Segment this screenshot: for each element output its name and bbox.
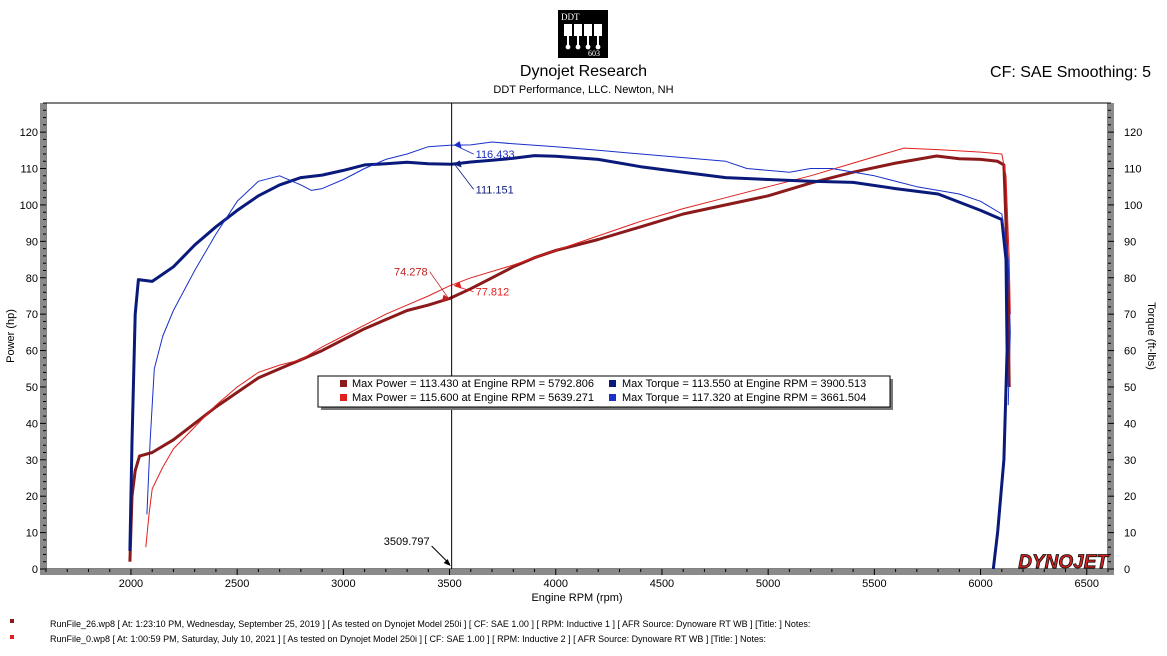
cursor-arrow-power_26 (441, 294, 450, 302)
x-tick-label: 3500 (437, 578, 461, 590)
y-tick-label-right: 100 (1124, 200, 1142, 212)
cursor-value-torque_0: 116.433 (476, 149, 515, 161)
x-tick-label: 2500 (225, 578, 249, 590)
y-tick-label-left: 60 (26, 346, 38, 358)
legend-marker-torque-0 (609, 380, 616, 387)
footer-run-0-marker (10, 635, 14, 639)
series-line-power_0 (145, 147, 1011, 548)
y-tick-label-right: 120 (1124, 127, 1142, 139)
y-tick-label-right: 20 (1124, 491, 1136, 503)
y-tick-label-left: 110 (20, 164, 38, 176)
cursor-rpm-arrow (443, 559, 451, 566)
cursor-arrow-power_0 (453, 281, 462, 289)
y-tick-label-right: 60 (1124, 346, 1136, 358)
cursor-arrow-torque_26 (453, 160, 462, 168)
y-axis-label-right: Torque (ft-lbs) (1145, 302, 1157, 370)
x-tick-label: 4500 (650, 578, 674, 590)
x-tick-label: 4000 (544, 578, 568, 590)
y-axis-bar-right (1108, 103, 1114, 575)
y-tick-label-right: 110 (1124, 164, 1142, 176)
cursor-leader-torque_26 (454, 164, 474, 190)
x-tick-label: 6000 (968, 578, 992, 590)
y-tick-label-left: 80 (26, 273, 38, 285)
legend-torque-0: Max Torque = 113.550 at Engine RPM = 390… (622, 378, 866, 390)
cursor-value-torque_26: 111.151 (476, 184, 514, 196)
dyno-chart: 2000 2500 3000 3500 4000 4500 5000 5500 6000 6500… (5, 102, 1157, 604)
footer-run-26: RunFile_26.wp8 [ At: 1:23:10 PM, Wednesd… (50, 619, 811, 629)
logo-text-bottom: 603 (588, 49, 600, 58)
y-tick-label-right: 10 (1124, 528, 1136, 540)
chart-subtitle: DDT Performance, LLC. Newton, NH (493, 84, 674, 96)
y-tick-label-left: 70 (26, 309, 38, 321)
y-axis-bar-left (40, 103, 46, 575)
x-tick-label: 5500 (862, 578, 886, 590)
legend-box (317, 375, 891, 408)
y-tick-label-right: 30 (1124, 455, 1136, 467)
y-tick-label-right: 40 (1124, 418, 1136, 430)
y-tick-label-left: 90 (26, 236, 38, 248)
legend-power-0: Max Power = 113.430 at Engine RPM = 5792… (352, 378, 594, 390)
y-tick-label-right: 90 (1124, 236, 1136, 248)
y-tick-label-left: 40 (26, 418, 38, 430)
cursor-value-power_26: 74.278 (394, 267, 428, 279)
y-tick-label-left: 20 (26, 491, 38, 503)
cursor-leader-power_26 (429, 271, 449, 299)
x-tick-label: 3000 (331, 578, 355, 590)
cursor-arrow-torque_0 (453, 141, 462, 149)
x-tick-label: 5000 (756, 578, 780, 590)
legend-power-1: Max Power = 115.600 at Engine RPM = 5639… (352, 392, 594, 404)
legend-marker-torque-1 (609, 394, 616, 401)
y-tick-label-left: 120 (20, 127, 38, 139)
y-tick-label-left: 100 (20, 200, 38, 212)
y-tick-label-left: 30 (26, 455, 38, 467)
footer-run-0: RunFile_0.wp8 [ At: 1:00:59 PM, Saturday… (50, 634, 767, 644)
y-axis-label-left: Power (hp) (5, 309, 17, 363)
cursor-rpm-label: 3509.797 (384, 536, 430, 548)
y-tick-label-right: 80 (1124, 273, 1136, 285)
chart-title: Dynojet Research (519, 63, 648, 80)
series-line-torque_0 (146, 141, 1011, 515)
series-line-power_26 (128, 154, 1011, 562)
legend-marker-power-0 (340, 380, 347, 387)
dynojet-watermark: DYNOJET (1018, 552, 1109, 573)
y-tick-label-right: 0 (1124, 564, 1130, 576)
y-tick-label-left: 10 (26, 528, 38, 540)
y-tick-label-right: 50 (1124, 382, 1136, 394)
x-axis-label: Engine RPM (rpm) (531, 592, 622, 604)
y-tick-label-left: 0 (32, 564, 38, 576)
correction-factor-label: CF: SAE Smoothing: 5 (990, 64, 1151, 81)
ddt-logo: DDT 603 (558, 10, 608, 58)
legend-torque-1: Max Torque = 117.320 at Engine RPM = 366… (622, 392, 866, 404)
cursor-value-power_0: 77.812 (476, 287, 510, 299)
legend-marker-power-1 (340, 394, 347, 401)
x-tick-label: 6500 (1075, 578, 1099, 590)
plot-area (45, 102, 1109, 570)
series-line-torque_26 (128, 154, 1009, 570)
logo-text-top: DDT (561, 12, 580, 22)
x-tick-label: 2000 (119, 578, 143, 590)
y-tick-label-right: 70 (1124, 309, 1136, 321)
footer-run-26-marker (10, 619, 14, 623)
y-tick-label-left: 50 (26, 382, 38, 394)
